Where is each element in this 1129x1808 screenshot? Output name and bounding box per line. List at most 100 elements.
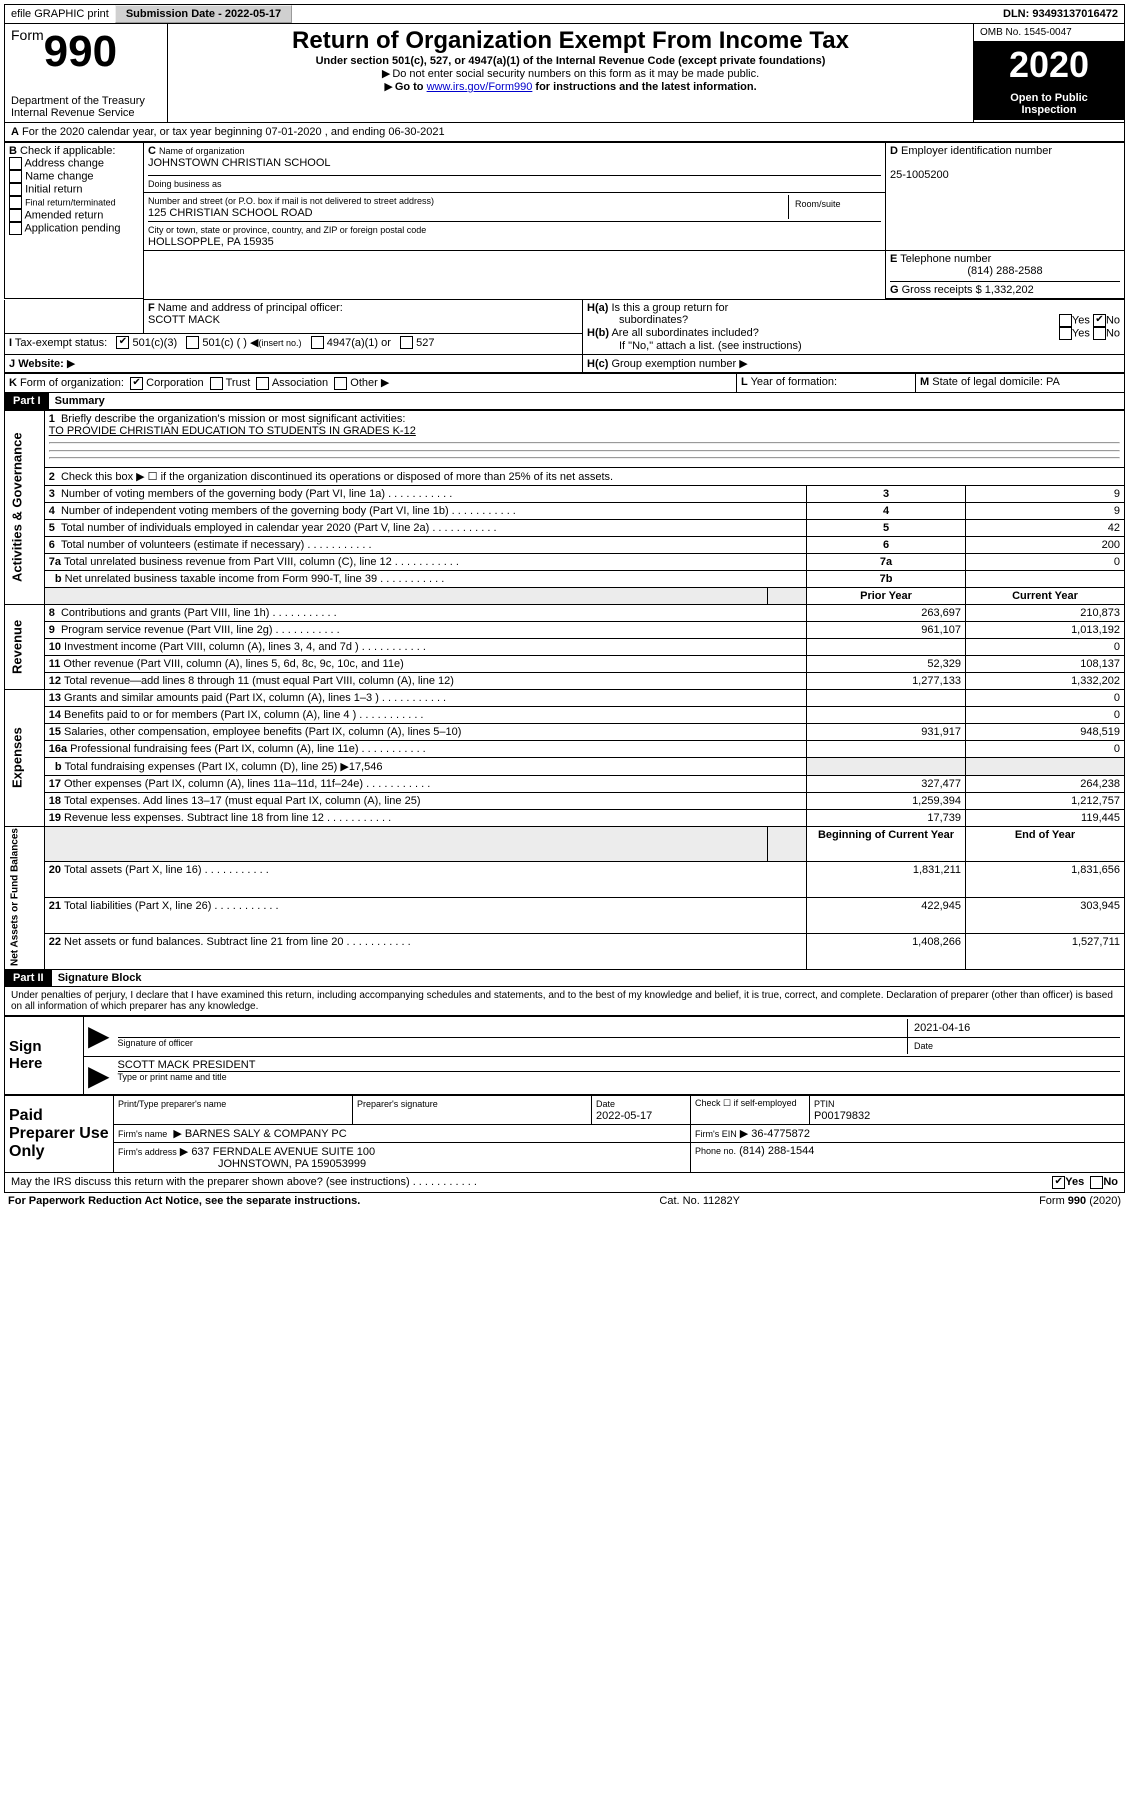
dept-treasury: Department of the Treasury [11,95,161,107]
cb-501c3[interactable]: ✔ [116,336,129,349]
year-formation-label: Year of formation: [751,376,837,388]
part1-header: Part I Summary [4,393,1125,410]
officer-name: SCOTT MACK [148,314,220,326]
officer-name-title: SCOTT MACK PRESIDENT [118,1059,1120,1072]
firm-name: BARNES SALY & COMPANY PC [185,1128,347,1140]
ssn-warning: Do not enter social security numbers on … [174,67,967,80]
pra-notice: For Paperwork Reduction Act Notice, see … [8,1195,360,1207]
ein-value: 25-1005200 [890,169,949,181]
group-exemption-label: Group exemption number [611,358,736,370]
cb-name-change[interactable]: Name change [25,170,94,182]
gov-row-3: 3 Number of voting members of the govern… [5,485,1125,502]
cb-corp[interactable]: ✔ [130,377,143,390]
form-number: 990 [44,27,117,76]
cb-527[interactable] [400,336,413,349]
cb-discuss-no[interactable] [1090,1176,1103,1189]
vert-expenses: Expenses [5,689,45,826]
hdr-beginning-year: Beginning of Current Year [818,829,954,841]
org-name: JOHNSTOWN CHRISTIAN SCHOOL [148,157,331,169]
cat-no: Cat. No. 11282Y [659,1195,740,1207]
domicile-label: State of legal domicile: [932,376,1043,388]
part2-header: Part II Signature Block [4,970,1125,986]
hdr-current-year: Current Year [1012,590,1078,602]
irs-label: Internal Revenue Service [11,107,161,119]
paid-preparer-label: Paid Preparer Use Only [5,1095,114,1172]
cb-address-change[interactable]: Address change [24,157,104,169]
dln: DLN: 93493137016472 [997,5,1124,23]
tax-year: 2020 [974,42,1124,88]
cb-4947[interactable] [311,336,324,349]
cb-application-pending[interactable]: Application pending [24,222,120,234]
officer-label: Name and address of principal officer: [158,302,343,314]
ein-label: Employer identification number [901,145,1052,157]
form-title: Return of Organization Exempt From Incom… [174,27,967,55]
preparer-date: 2022-05-17 [596,1110,652,1122]
sign-here-label: Sign Here [5,1016,84,1094]
hdr-prior-year: Prior Year [860,590,912,602]
domicile-value: PA [1046,376,1060,388]
form-header: Form990 Department of the Treasury Inter… [4,24,1125,123]
mission-text: TO PROVIDE CHRISTIAN EDUCATION TO STUDEN… [49,425,416,437]
sign-here-table: Sign Here ▶ 2021-04-16 Signature of offi… [4,1016,1125,1095]
page-footer: For Paperwork Reduction Act Notice, see … [4,1193,1125,1209]
cb-hb-yes[interactable] [1059,327,1072,340]
vert-net-assets: Net Assets or Fund Balances [5,826,45,969]
cb-self-employed[interactable]: Check ☐ if self-employed [691,1095,810,1124]
cb-final-return[interactable]: Final return/terminated [25,197,116,207]
cb-trust[interactable] [210,377,223,390]
firm-address-2: JOHNSTOWN, PA 159053999 [218,1158,366,1170]
vert-governance: Activities & Governance [5,410,45,604]
form-990-footer: Form 990 (2020) [1039,1195,1121,1207]
form-prefix: Form [11,27,44,43]
org-street: 125 CHRISTIAN SCHOOL ROAD [148,207,313,219]
cb-amended[interactable]: Amended return [24,209,103,221]
gross-receipts-label: Gross receipts $ [902,284,982,296]
gov-row-4: 4 Number of independent voting members o… [5,502,1125,519]
firm-phone: (814) 288-1544 [739,1145,814,1157]
firm-ein: 36-4775872 [751,1128,810,1140]
cb-initial-return[interactable]: Initial return [25,183,82,195]
summary-table: Activities & Governance 1 Briefly descri… [4,410,1125,970]
cb-ha-no[interactable]: ✔ [1093,314,1106,327]
sig-of-officer-label: Signature of officer [118,1038,907,1054]
ptin: P00179832 [814,1110,870,1122]
submission-date-button[interactable]: Submission Date - 2022-05-17 [115,5,292,23]
phone-label: Telephone number [900,253,991,265]
sign-date: 2021-04-16 [907,1019,1120,1037]
officer-group-table: F Name and address of principal officer:… [4,299,1125,373]
open-to-public: Open to PublicInspection [974,88,1124,120]
gov-row-6: 6 Total number of volunteers (estimate i… [5,536,1125,553]
discuss-row: May the IRS discuss this return with the… [4,1173,1125,1193]
gross-receipts: 1,332,202 [985,284,1034,296]
entity-info-table: B Check if applicable: Address change Na… [4,142,1125,299]
tax-period: A For the 2020 calendar year, or tax yea… [4,123,1125,142]
firm-address-1: 637 FERNDALE AVENUE SUITE 100 [191,1146,375,1158]
cb-hb-no[interactable] [1093,327,1106,340]
gov-row-7a: 7a Total unrelated business revenue from… [5,553,1125,570]
top-bar: efile GRAPHIC print Submission Date - 20… [4,4,1125,24]
hdr-end-year: End of Year [1015,829,1075,841]
dba-label: Doing business as [148,179,222,189]
website-label: Website: [18,358,64,370]
omb-number: OMB No. 1545-0047 [974,24,1124,42]
org-city: HOLLSOPPLE, PA 15935 [148,236,274,248]
boxB-label: Check if applicable: [20,145,115,157]
gov-row-7b: b Net unrelated business taxable income … [5,570,1125,587]
cb-other[interactable] [334,377,347,390]
q2-discontinued: Check this box ▶ ☐ if the organization d… [61,471,613,483]
instructions-link[interactable]: www.irs.gov/Form990 [427,81,533,93]
perjury-statement: Under penalties of perjury, I declare th… [4,986,1125,1016]
phone-value: (814) 288-2588 [890,265,1120,277]
instructions-link-row: Go to www.irs.gov/Form990 for instructio… [174,80,967,93]
cb-discuss-yes[interactable]: ✔ [1052,1176,1065,1189]
cb-ha-yes[interactable] [1059,314,1072,327]
klm-row: K Form of organization: ✔ Corporation Tr… [4,373,1125,393]
vert-revenue: Revenue [5,604,45,689]
form-subtitle: Under section 501(c), 527, or 4947(a)(1)… [174,55,967,67]
efile-label: efile GRAPHIC print [5,5,115,23]
paid-preparer-table: Paid Preparer Use Only Print/Type prepar… [4,1095,1125,1173]
cb-501c[interactable] [186,336,199,349]
cb-assoc[interactable] [256,377,269,390]
tax-status-label: Tax-exempt status: [15,337,107,349]
gov-row-5: 5 Total number of individuals employed i… [5,519,1125,536]
